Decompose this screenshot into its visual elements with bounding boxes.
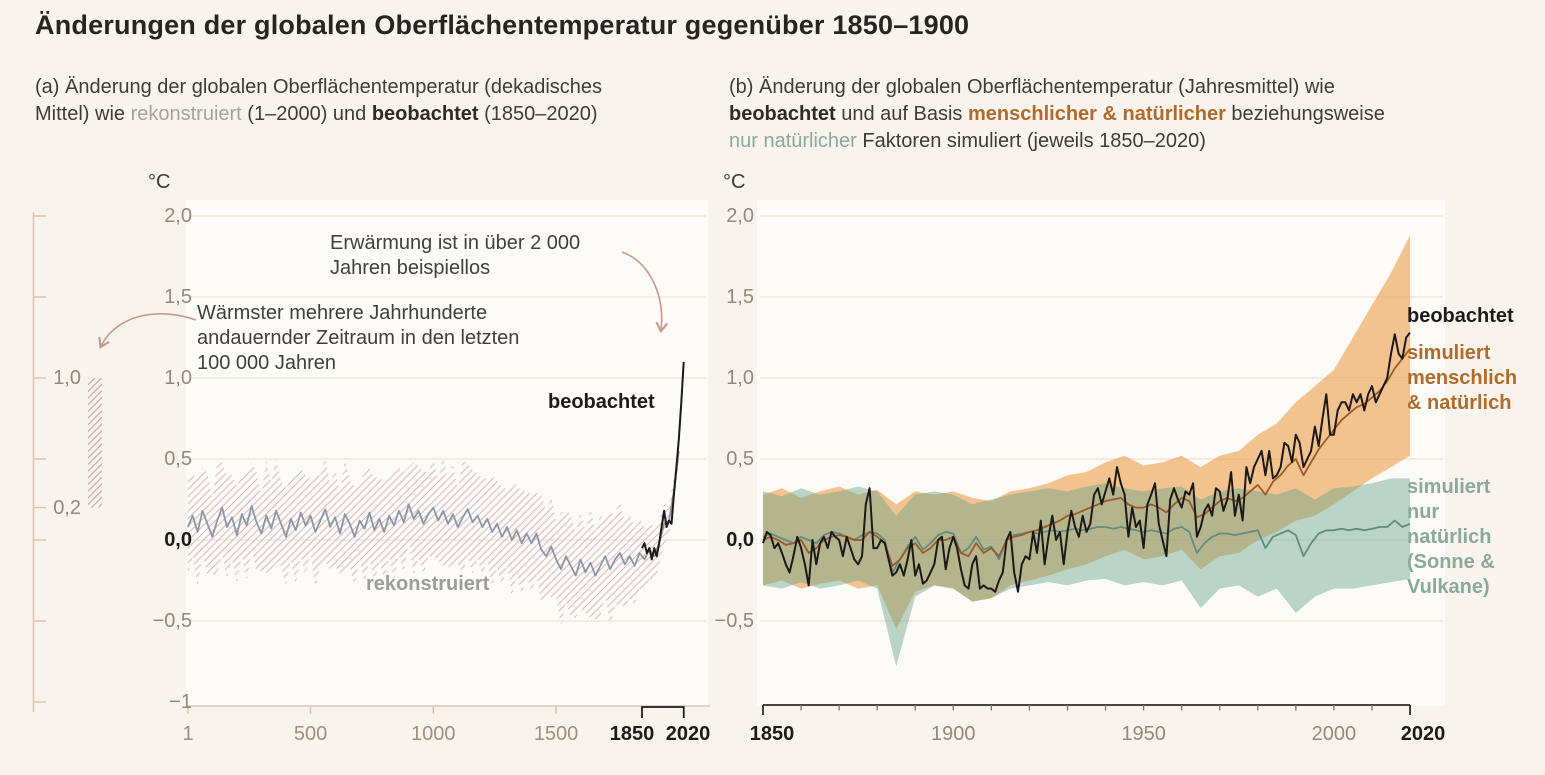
panel-b-human-natural-band (763, 235, 1410, 630)
panel-a-plot-area (186, 200, 708, 706)
panel-a-uncertainty-band (187, 439, 679, 626)
panel-b-natural-only-band (763, 478, 1410, 667)
panel-a-reconstructed-line (186, 450, 680, 577)
sidebar-warmest-period-bar (88, 378, 102, 508)
arrow-warmest-period (98, 313, 197, 349)
panel-b-x-axis (762, 704, 1411, 715)
panel-b-observed-line (762, 331, 1411, 593)
panel-a-grid (187, 215, 706, 714)
panel-b-grid (760, 215, 1443, 622)
panel-a-bracket-1850-2020 (641, 706, 685, 718)
arrow-unprecedented (621, 251, 669, 334)
panel-b-human-natural-line (762, 348, 1411, 567)
panel-a-observed-line (641, 361, 685, 561)
panel-a-sidebar-scale (32, 212, 102, 712)
